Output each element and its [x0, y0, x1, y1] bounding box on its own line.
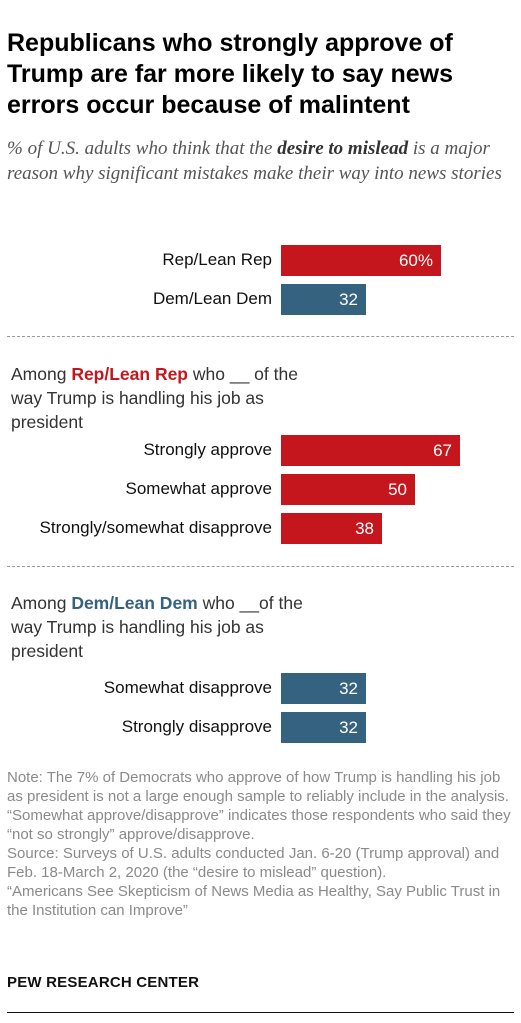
section-divider: [7, 566, 514, 567]
rep-group-header: Among Rep/Lean Rep who __ of the way Tru…: [11, 362, 311, 434]
bar: 38: [281, 513, 382, 544]
bar: 60%: [281, 245, 441, 276]
rep-header-prefix: Among: [11, 364, 72, 384]
data-label: 32: [339, 679, 358, 698]
category-label: Strongly disapprove: [121, 717, 272, 736]
dem-group-header: Among Dem/Lean Dem who __of the way Trum…: [11, 591, 311, 663]
data-label: 38: [355, 519, 374, 538]
bar: 32: [281, 673, 366, 704]
category-label: Rep/Lean Rep: [162, 250, 272, 269]
rep-header-suffix: who __ of the way Trump is handling his …: [11, 364, 298, 432]
category-label: Somewhat approve: [125, 479, 272, 498]
data-label: 67: [433, 441, 452, 460]
subtitle-text-before: % of U.S. adults who think that the: [7, 138, 278, 159]
data-label: 32: [339, 290, 358, 309]
bar: 32: [281, 284, 366, 315]
notes: Note: The 7% of Democrats who approve of…: [7, 768, 512, 920]
footer-rule: [7, 1012, 514, 1013]
category-label: Dem/Lean Dem: [152, 289, 272, 308]
data-label: 32: [339, 718, 358, 737]
chart-subtitle: % of U.S. adults who think that the desi…: [7, 136, 517, 186]
subtitle-emphasis: desire to mislead: [277, 138, 409, 159]
data-label: 50: [388, 480, 407, 499]
category-label: Somewhat disapprove: [103, 678, 272, 697]
subtitle-text-after: is a major reason why significant mistak…: [7, 138, 502, 184]
category-label: Strongly approve: [143, 440, 272, 459]
section-divider: [7, 336, 514, 337]
dem-header-party: Dem/Lean Dem: [71, 593, 198, 613]
dem-header-suffix: who __of the way Trump is handling his j…: [11, 593, 303, 661]
bar: 67: [281, 435, 460, 466]
source-text: Source: Surveys of U.S. adults conducted…: [7, 845, 500, 881]
pew-brand: PEW RESEARCH CENTER: [7, 974, 200, 991]
rep-header-party: Rep/Lean Rep: [71, 364, 189, 384]
bar: 50: [281, 474, 415, 505]
report-title: “Americans See Skepticism of News Media …: [7, 883, 501, 919]
category-label: Strongly/somewhat disapprove: [39, 518, 272, 537]
note-text: Note: The 7% of Democrats who approve of…: [7, 769, 511, 843]
bar: 32: [281, 712, 366, 743]
chart-title: Republicans who strongly approve of Trum…: [7, 29, 454, 119]
dem-header-prefix: Among: [11, 593, 72, 613]
data-label: 60%: [398, 251, 433, 270]
